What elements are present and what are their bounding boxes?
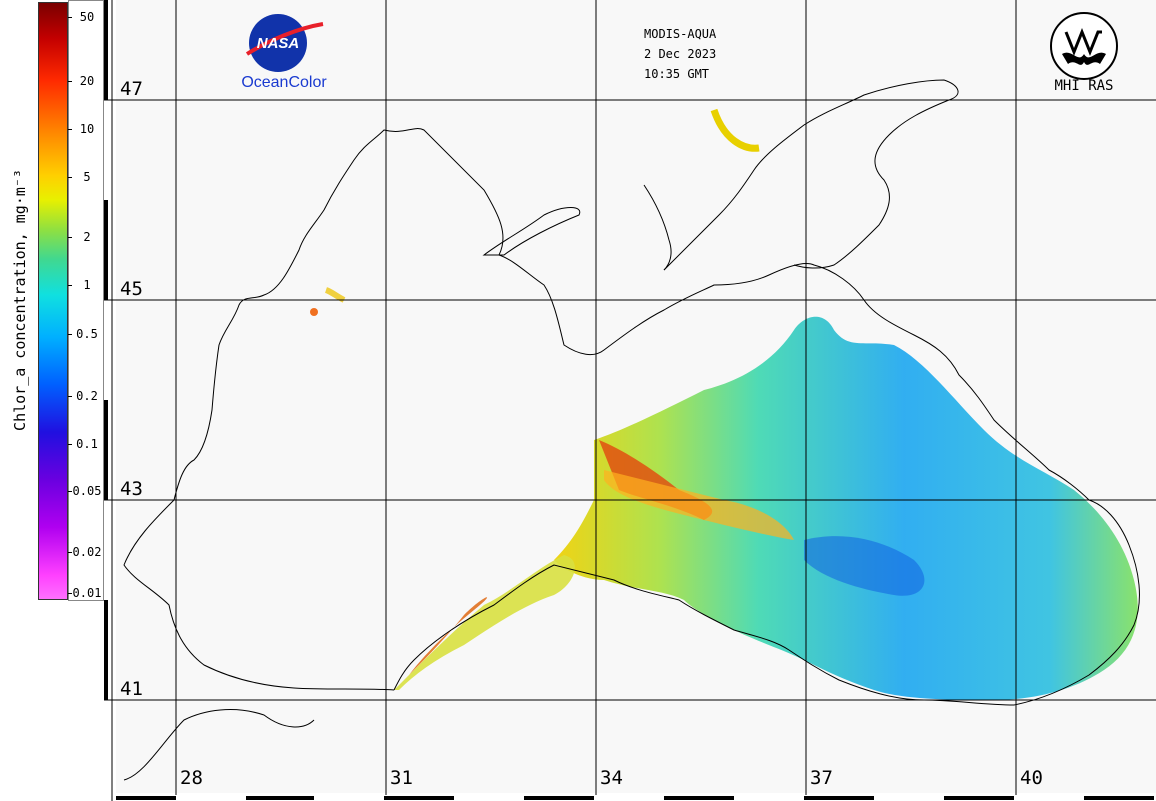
nasa-meatball-icon [249, 14, 307, 72]
graticule [104, 0, 1156, 795]
longitude-label: 34 [598, 767, 625, 789]
longitude-label: 28 [178, 767, 205, 789]
map-canvas [104, 0, 1156, 801]
time-label: 10:35 GMT [644, 67, 710, 81]
colorbar-tick: 0.02 [68, 546, 105, 558]
sensor-label: MODIS-AQUA [644, 27, 717, 41]
longitude-label: 40 [1018, 767, 1045, 789]
mhi-logo: MHI RAS [1044, 10, 1124, 98]
colorbar-tick: 0.1 [68, 438, 105, 450]
colorbar-tick: 0.05 [68, 485, 105, 497]
colorbar-tick: 0.01 [68, 587, 105, 599]
colorbar-tick: 0.5 [68, 328, 105, 340]
colorbar-tick: 1 [68, 279, 105, 291]
image-header: MODIS-AQUA 2 Dec 2023 10:35 GMT [644, 24, 716, 84]
oceancolor-label: OceanColor [241, 74, 327, 91]
latitude-label: 43 [118, 478, 145, 500]
map-panel: 47 45 43 41 28 31 34 37 40 NASA OceanCol… [104, 0, 1156, 801]
mhi-label: MHI RAS [1054, 78, 1114, 94]
latitude-label: 47 [118, 78, 145, 100]
colorbar-tick: 10 [68, 123, 105, 135]
left-axis-ticks [104, 0, 113, 801]
mhi-emblem-icon [1050, 12, 1118, 80]
nasa-logo: NASA OceanColor [229, 10, 339, 98]
date-label: 2 Dec 2023 [644, 47, 717, 61]
bottom-axis-ticks [116, 793, 1156, 801]
colorbar-tick: 2 [68, 231, 105, 243]
nasa-wordmark: NASA [256, 35, 300, 52]
colorbar-ticks: 50 20 10 5 2 1 0.5 0.2 0.1 0.05 0.02 0.0… [68, 0, 104, 601]
latitude-label: 45 [118, 278, 145, 300]
coastline [123, 79, 1140, 781]
colorbar-tick: 50 [68, 11, 105, 23]
colorbar: Chlor_a concentration, mg·m⁻³ 50 20 10 5… [0, 0, 104, 801]
longitude-label: 37 [808, 767, 835, 789]
colorbar-title: Chlor_a concentration, mg·m⁻³ [11, 169, 29, 431]
chlorophyll-field [310, 108, 1138, 700]
latitude-label: 41 [118, 678, 145, 700]
colorbar-tick: 20 [68, 75, 105, 87]
nasa-swoosh-icon [245, 22, 324, 56]
colorbar-gradient [38, 2, 68, 600]
longitude-label: 31 [388, 767, 415, 789]
colorbar-tick: 5 [68, 171, 105, 183]
colorbar-tick: 0.2 [68, 390, 105, 402]
